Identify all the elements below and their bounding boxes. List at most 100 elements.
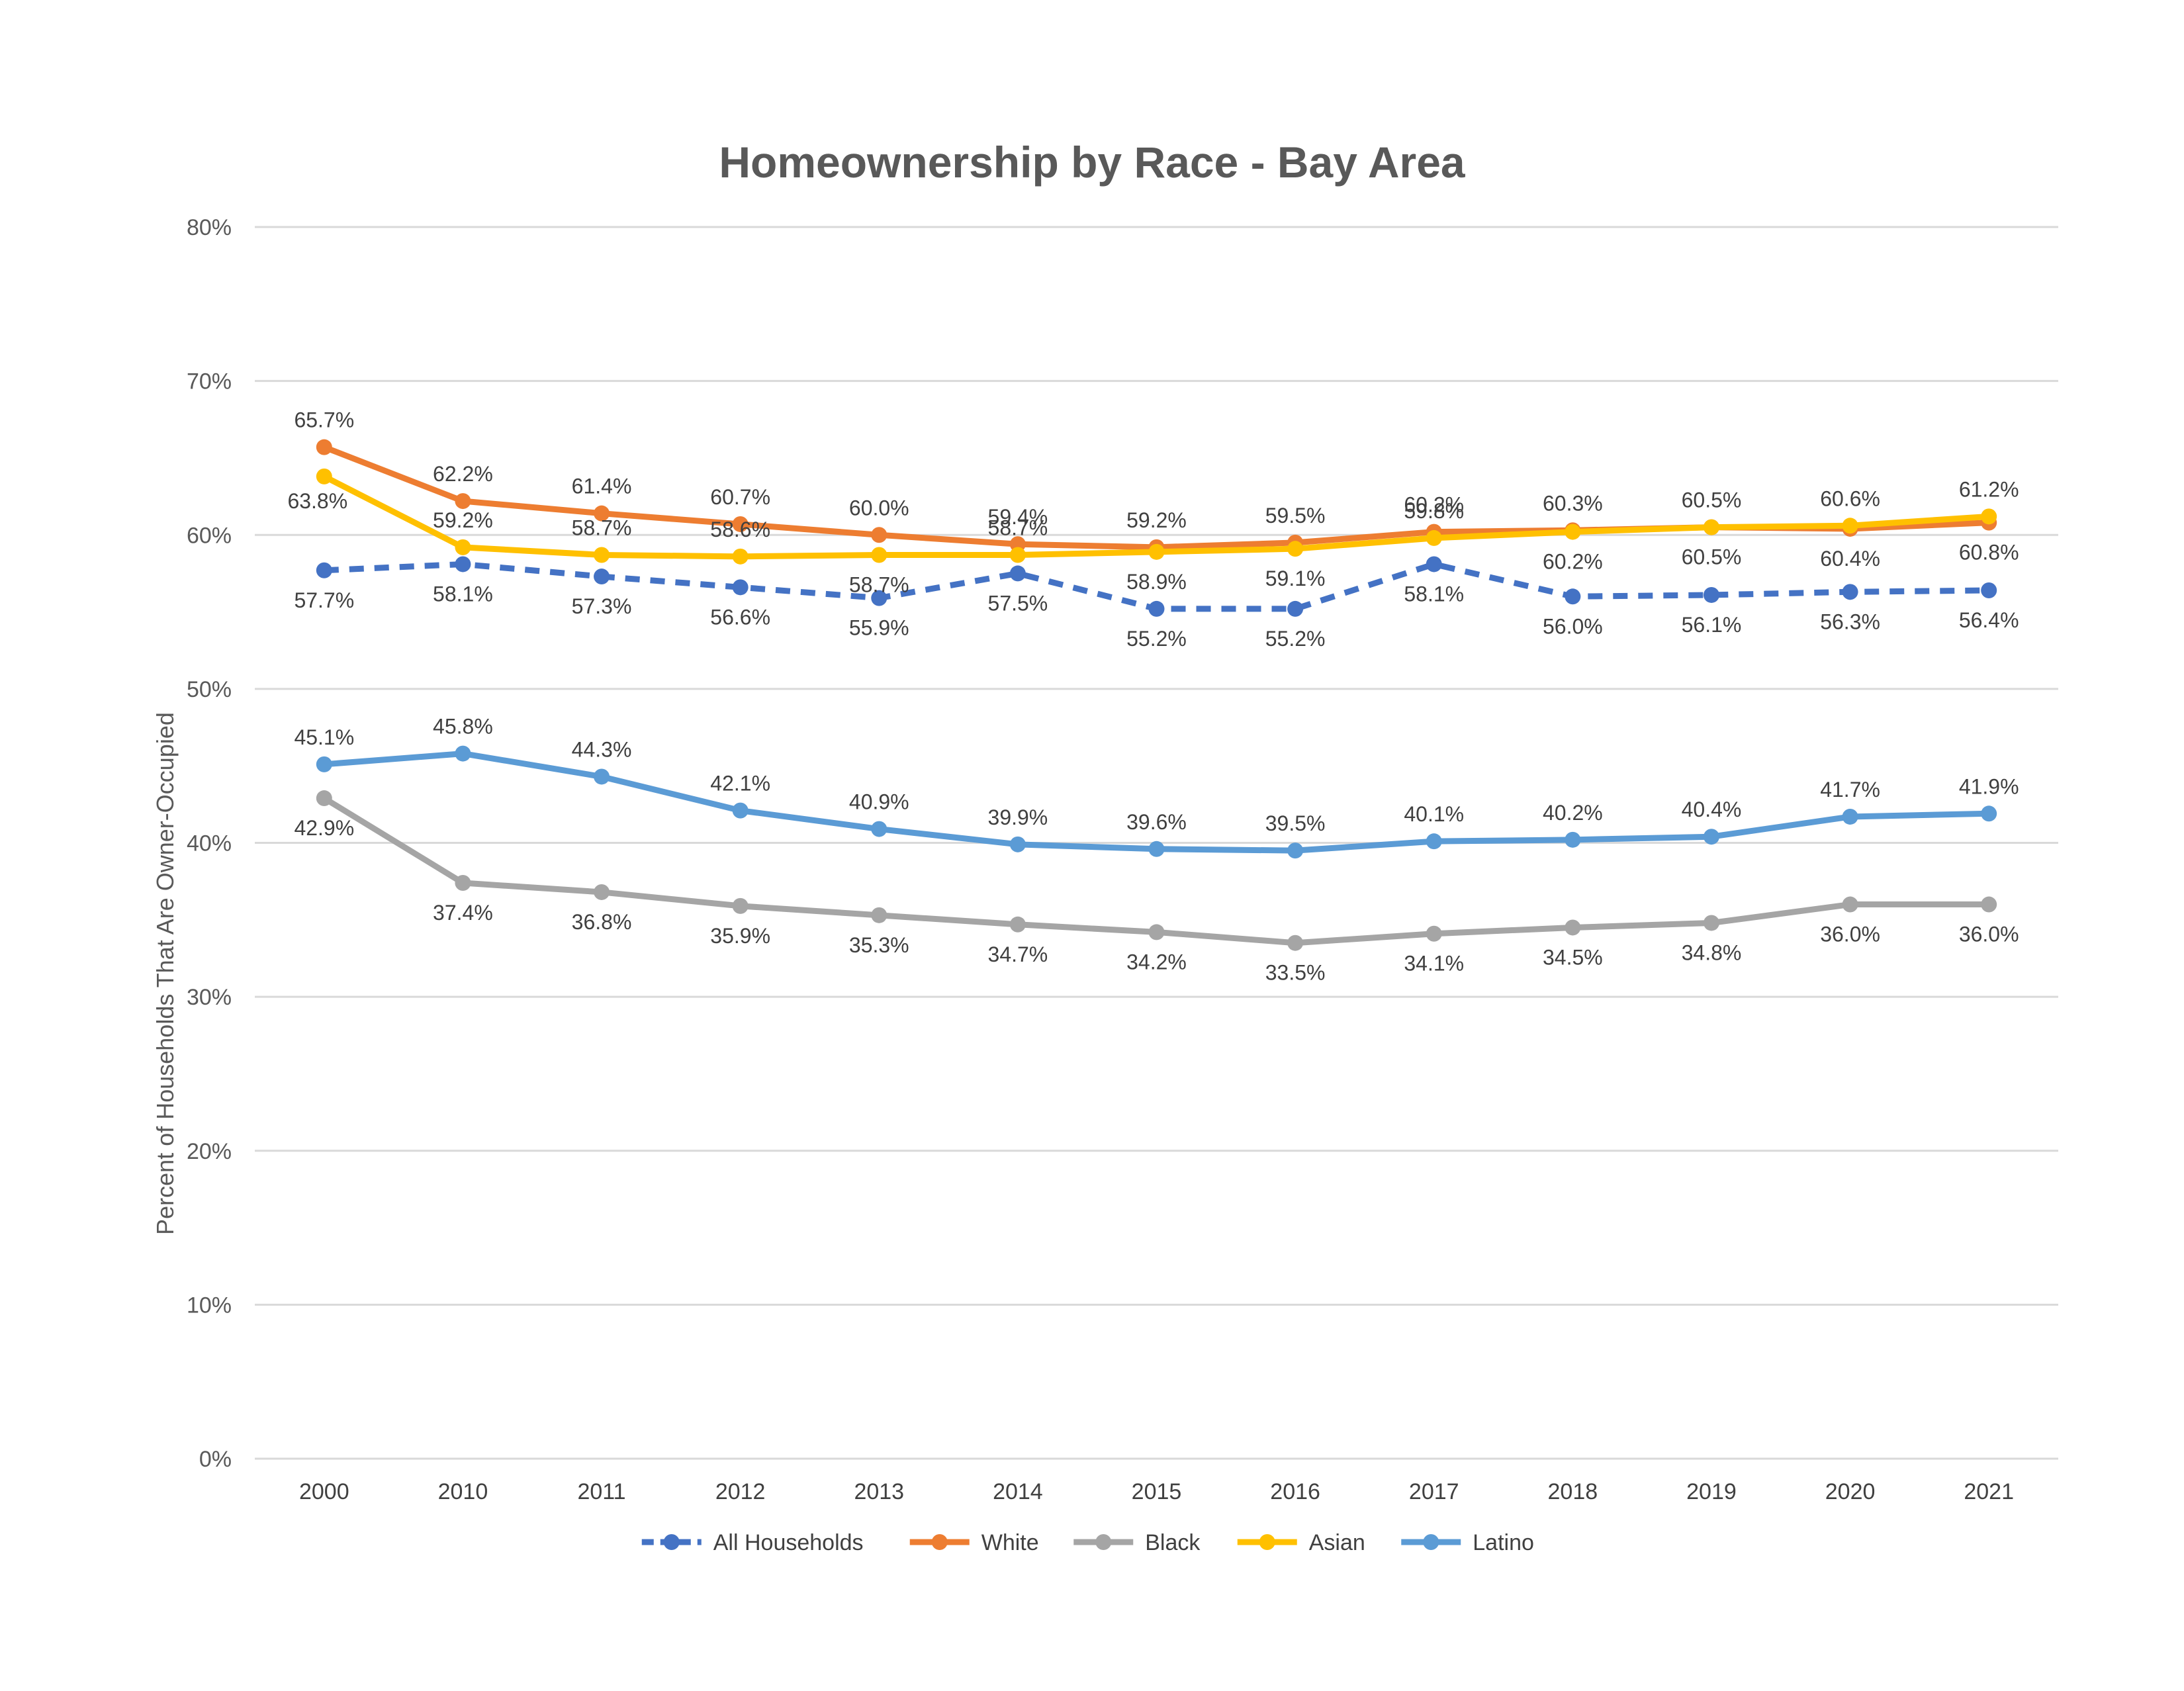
data-point-all-households — [1703, 586, 1719, 603]
series-black — [316, 790, 1997, 951]
data-point-all-households — [594, 569, 610, 585]
data-point-all-households — [1009, 565, 1026, 582]
data-labels: 57.7% 58.1% 57.3% 56.6% 55.9% 57.5% 55.2% 55.2%… — [287, 408, 2019, 985]
data-label-latino: 44.3% — [572, 737, 632, 761]
data-label-all-households: 56.3% — [1820, 610, 1880, 633]
data-point-all-households — [1842, 584, 1858, 600]
data-label-all-households: 56.6% — [710, 605, 770, 629]
y-tick-label: 20% — [187, 1139, 232, 1164]
data-label-all-households: 56.4% — [1959, 608, 2019, 632]
data-label-white: 60.4% — [1820, 547, 1880, 571]
data-label-black: 36.0% — [1820, 923, 1880, 946]
data-label-black: 35.3% — [849, 933, 909, 957]
data-label-latino: 45.1% — [294, 725, 354, 749]
data-label-white: 60.5% — [1682, 488, 1742, 512]
data-label-latino: 41.9% — [1959, 774, 2019, 798]
data-label-asian: 60.2% — [1543, 550, 1603, 574]
legend: All Households White Black Asian Latino — [641, 1530, 1534, 1555]
data-label-white: 60.3% — [1543, 491, 1603, 515]
data-point-black — [1703, 915, 1719, 931]
series-asian — [316, 468, 1997, 565]
data-label-black: 37.4% — [433, 901, 493, 925]
data-point-asian — [871, 547, 887, 563]
data-label-all-households: 55.2% — [1265, 627, 1326, 651]
data-point-black — [316, 790, 332, 807]
y-tick-label: 40% — [187, 831, 232, 856]
data-label-white: 60.0% — [849, 496, 909, 520]
x-tick-label: 2013 — [854, 1479, 904, 1504]
series-latino — [316, 745, 1997, 859]
data-point-asian — [1565, 524, 1581, 540]
data-label-asian: 63.8% — [287, 489, 347, 513]
data-point-black — [1426, 925, 1442, 942]
x-tick-label: 2011 — [577, 1479, 625, 1504]
legend-item-asian: Asian — [1237, 1530, 1365, 1555]
x-tick-label: 2014 — [993, 1479, 1043, 1504]
y-tick-label: 0% — [199, 1447, 232, 1472]
data-point-latino — [1842, 808, 1858, 825]
series-all-households — [316, 556, 1997, 617]
x-tick-label: 2018 — [1548, 1479, 1598, 1504]
y-tick-label: 70% — [187, 369, 232, 394]
data-point-asian — [1703, 519, 1719, 535]
data-label-white: 61.4% — [572, 475, 632, 498]
data-label-all-households: 56.1% — [1682, 613, 1742, 637]
data-point-latino — [1287, 843, 1304, 859]
legend-marker-asian — [1259, 1534, 1275, 1550]
data-label-white: 60.7% — [710, 485, 770, 509]
data-label-black: 36.0% — [1959, 923, 2019, 946]
data-point-latino — [1981, 805, 1997, 822]
data-label-latino: 40.1% — [1404, 802, 1464, 826]
chart-title: Homeownership by Race - Bay Area — [719, 138, 1466, 187]
data-point-all-households — [1287, 600, 1304, 617]
y-axis-ticks: 0% 10% 20% 30% 40% 50% 60% 70% 80% — [187, 215, 232, 1472]
data-label-asian: 60.5% — [1682, 545, 1742, 569]
data-point-latino — [1703, 829, 1719, 845]
data-point-black — [455, 874, 471, 891]
data-label-latino: 39.5% — [1265, 811, 1326, 835]
data-point-latino — [1565, 831, 1581, 848]
data-point-latino — [871, 821, 887, 837]
y-tick-label: 50% — [187, 677, 232, 702]
legend-item-black: Black — [1073, 1530, 1201, 1555]
data-label-black: 34.8% — [1682, 940, 1742, 964]
data-point-all-households — [732, 579, 749, 596]
legend-label-white: White — [981, 1530, 1039, 1555]
data-label-white: 62.2% — [433, 462, 493, 486]
data-label-asian: 59.8% — [1404, 499, 1464, 523]
data-label-latino: 42.1% — [710, 772, 770, 796]
data-point-asian — [594, 547, 610, 563]
data-label-all-households: 58.1% — [1404, 582, 1464, 606]
legend-item-white: White — [909, 1530, 1039, 1555]
data-point-black — [594, 884, 610, 900]
x-axis-ticks: 2000 2010 2011 2012 2013 2014 2015 2016 2017 2018… — [299, 1479, 2014, 1504]
data-point-white — [871, 527, 887, 543]
x-tick-label: 2012 — [715, 1479, 766, 1504]
data-point-latino — [455, 745, 471, 762]
legend-marker-white — [931, 1534, 948, 1550]
legend-label-asian: Asian — [1309, 1530, 1365, 1555]
data-point-white — [732, 516, 749, 532]
data-point-white — [594, 505, 610, 522]
data-label-asian: 58.7% — [572, 516, 632, 539]
data-point-asian — [1842, 518, 1858, 534]
data-point-latino — [316, 756, 332, 772]
data-point-asian — [732, 548, 749, 565]
data-point-white — [455, 493, 471, 510]
data-point-all-households — [1981, 582, 1997, 598]
legend-marker-latino — [1423, 1534, 1439, 1550]
data-label-asian: 58.7% — [849, 572, 909, 596]
data-point-all-households — [1565, 588, 1581, 605]
legend-label-black: Black — [1145, 1530, 1201, 1555]
data-label-black: 34.1% — [1404, 952, 1464, 976]
data-label-black: 36.8% — [572, 910, 632, 934]
data-point-asian — [1009, 547, 1026, 563]
data-label-latino: 39.6% — [1126, 810, 1187, 834]
legend-item-all-households: All Households — [641, 1530, 864, 1555]
data-point-asian — [1148, 543, 1165, 560]
x-tick-label: 2020 — [1825, 1479, 1876, 1504]
x-tick-label: 2015 — [1132, 1479, 1182, 1504]
data-label-asian: 58.7% — [988, 516, 1048, 539]
